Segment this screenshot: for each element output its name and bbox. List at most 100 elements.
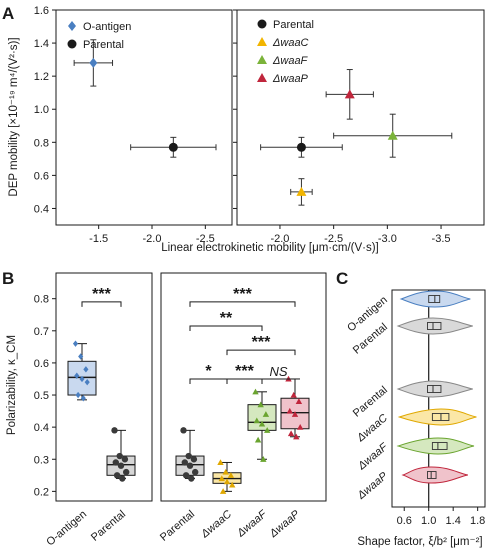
b-point [111, 427, 118, 434]
b-point [185, 452, 192, 460]
b-point [116, 452, 123, 460]
b-significance-label: *** [235, 363, 254, 380]
a-legend-label: O-antigen [83, 21, 131, 33]
panel-c-frame [391, 289, 486, 508]
a-ytick-label: 0.8 [34, 137, 49, 149]
b-point [217, 459, 224, 466]
a-point [89, 57, 98, 68]
b-point [227, 472, 235, 478]
a-xtick-label: -2.5 [196, 233, 215, 245]
b-point [84, 378, 90, 386]
a-legend-label: ΔwaaF [272, 55, 309, 67]
a-legend-label: Parental [273, 19, 314, 31]
b-xtick-label: Parental [89, 508, 128, 544]
a-xtick-label: -1.5 [89, 233, 108, 245]
b-point [72, 340, 79, 347]
b-point [112, 459, 120, 466]
b-point [190, 456, 198, 463]
b-point [297, 423, 304, 430]
b-ytick-label: 0.3 [34, 454, 49, 466]
a-legend-label: ΔwaaC [272, 37, 309, 49]
a-point [168, 142, 178, 152]
b-significance-label: *** [233, 286, 252, 303]
b-point [219, 488, 227, 494]
c-category-label: ΔwaaF [355, 440, 391, 473]
a-legend-marker [257, 55, 267, 64]
b-point [117, 462, 125, 469]
b-point [123, 468, 130, 476]
b-significance-bracket [81, 301, 122, 307]
b-ytick-label: 0.7 [34, 326, 49, 338]
b-point [223, 478, 231, 485]
b-point [286, 407, 293, 414]
c-box [431, 442, 448, 450]
b-xtick-label: ΔwaaC [198, 508, 234, 541]
b-point [264, 427, 271, 433]
panel-a-left-frame [55, 9, 233, 226]
b-point [258, 420, 266, 427]
c-box [427, 385, 442, 393]
a-xtick-label: -2.0 [270, 233, 289, 245]
a-legend-marker [257, 19, 267, 29]
b-point [186, 462, 194, 469]
c-box [428, 295, 441, 303]
c-box [427, 322, 442, 330]
b-significance-label: ** [220, 310, 233, 327]
b-ytick-label: 0.6 [34, 358, 49, 370]
b-significance-bracket [261, 378, 296, 384]
panel-c-xlabel: Shape factor, ξ/b² [μm⁻²] [357, 536, 482, 548]
panel-a-right-frame [236, 9, 485, 226]
a-xtick-label: -2.5 [324, 233, 343, 245]
a-legend-marker [257, 37, 267, 46]
b-point [78, 353, 84, 360]
b-point [287, 430, 295, 437]
a-ytick-label: 0.4 [34, 203, 49, 215]
b-xtick-label: O-antigen [44, 508, 89, 548]
b-ytick-label: 0.5 [34, 390, 49, 402]
b-significance-label: * [205, 363, 212, 380]
panel-b-plot: 0.20.30.40.50.60.70.8O-antigen Parental**… [34, 286, 310, 548]
panel-b-ylabel: Polarizability, κ_CM [6, 335, 18, 435]
b-point [75, 391, 81, 399]
panel-letter-c: C [336, 269, 348, 288]
panel-c-plot: 0.6 1.0 1.4 1.8O-antigenParentalParentalΔwa… [345, 290, 485, 527]
b-xtick-label: ΔwaaP [267, 508, 303, 541]
b-point [121, 456, 129, 463]
a-xtick-label: -2.0 [143, 233, 162, 245]
a-legend-label: Parental [83, 39, 124, 51]
c-xtick-label: 1.4 [446, 515, 461, 527]
a-legend-label: ΔwaaP [272, 73, 309, 85]
b-point [218, 475, 225, 482]
b-point [262, 411, 270, 417]
a-ytick-label: 1.0 [34, 104, 49, 116]
b-point [254, 436, 262, 443]
b-point [180, 427, 187, 434]
b-point [119, 475, 126, 482]
c-xtick-label: 0.6 [397, 515, 412, 527]
b-box [247, 404, 277, 431]
panel-a-ylabel: DEP mobility [×10⁻¹⁹ m⁴/(V²·s)] [8, 37, 20, 196]
a-point [344, 89, 355, 99]
b-significance-bracket [189, 325, 263, 331]
panel-b-left-frame [55, 272, 153, 502]
b-point [252, 388, 259, 395]
a-ytick-label: 1.6 [34, 5, 49, 17]
b-point [182, 472, 190, 479]
b-ytick-label: 0.2 [34, 486, 49, 498]
a-point [296, 186, 307, 196]
panel-b-right-frame [160, 272, 327, 502]
b-point [257, 401, 264, 408]
a-legend-marker [67, 39, 77, 49]
b-xtick-label: Parental [158, 508, 197, 544]
b-significance-label: *** [92, 286, 111, 303]
a-ytick-label: 1.4 [34, 38, 49, 50]
panel-a-plot: 0.4 0.6 0.8 1.0 1.2 1.4 1.6 -1.5 -2.0 -2.5 O-antig… [34, 5, 453, 245]
b-point [80, 395, 86, 402]
a-point [387, 130, 398, 140]
b-point [293, 433, 300, 440]
c-category-label: ΔwaaP [355, 470, 391, 503]
a-legend-marker [257, 73, 267, 82]
b-significance-bracket [226, 349, 296, 356]
b-point [79, 375, 85, 383]
